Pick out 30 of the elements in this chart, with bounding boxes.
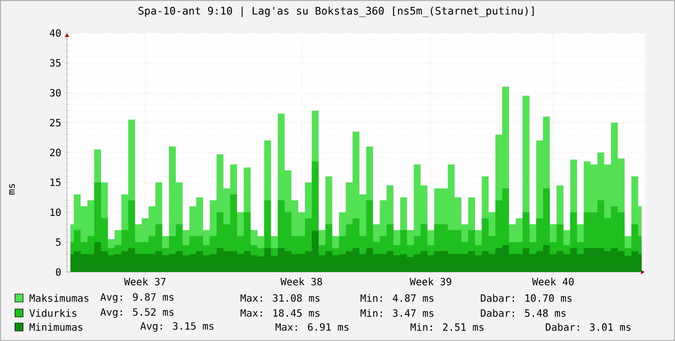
chart-title: Spa-10-ant 9:10 | Lag'as su Bokstas_360 [ns5m_(Starnet_putinu)] (138, 6, 534, 18)
legend-label: Vidurkis (29, 309, 76, 317)
legend-label: Maksimumas (30, 294, 88, 302)
text: Dabar: 10.70 ms (480, 294, 572, 302)
text: Avg: 9.87 ms (100, 293, 174, 303)
x-tick-label: Week 38 (280, 278, 322, 286)
text: Min: 2.51 ms (410, 323, 484, 331)
x-tick-label: Week 37 (124, 278, 166, 286)
legend-label: Minimumas (30, 323, 82, 331)
text: Min: 3.47 ms (360, 309, 434, 317)
x-tick-label: Week 40 (532, 278, 574, 286)
text: Avg: 3.15 ms (140, 322, 214, 332)
y-tick-label: 20 (50, 148, 61, 156)
y-tick-label: 40 (50, 29, 61, 37)
x-tick-label: Week 39 (410, 278, 452, 286)
text: Max: 18.45 ms (240, 309, 320, 317)
y-tick-label: 10 (50, 208, 61, 216)
text: Min: 4.87 ms (360, 294, 434, 302)
text: Avg: 5.52 ms (100, 308, 174, 318)
y-tick-label: 15 (50, 178, 61, 186)
y-axis-title: ms (9, 184, 15, 194)
y-tick-label: 5 (56, 238, 61, 246)
text: Max: 6.91 ms (276, 323, 348, 331)
y-tick-label: 0 (56, 268, 61, 276)
y-tick-label: 35 (50, 59, 61, 67)
text: Max: 31.08 ms (240, 294, 320, 302)
text: Dabar: 5.48 ms (480, 309, 566, 317)
y-tick-label: 25 (50, 118, 61, 126)
text: Dabar: 3.01 ms (546, 323, 630, 331)
y-tick-label: 30 (50, 88, 61, 97)
